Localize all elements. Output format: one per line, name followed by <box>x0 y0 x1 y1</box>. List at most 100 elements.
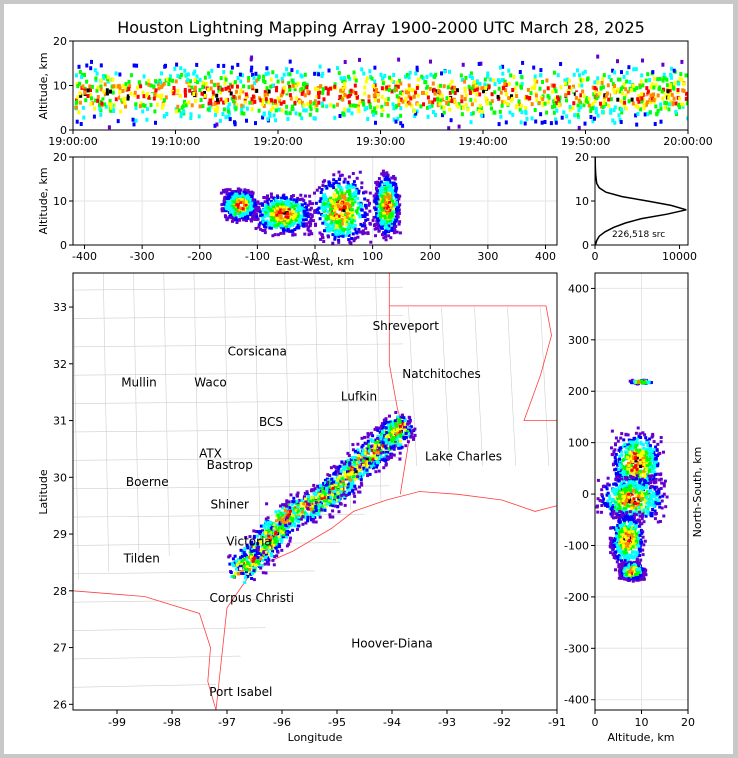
county-line <box>73 372 404 376</box>
lightning-source <box>379 197 383 201</box>
lightning-source <box>267 529 271 533</box>
lightning-source <box>489 101 493 106</box>
county-line <box>73 627 266 631</box>
lightning-source <box>373 79 377 84</box>
lightning-source <box>250 107 254 112</box>
lightning-source <box>340 196 344 200</box>
lightning-source <box>325 186 329 190</box>
lightning-source <box>390 78 394 83</box>
lightning-source <box>533 108 537 112</box>
lightning-source <box>356 235 360 239</box>
lightning-source <box>351 201 355 205</box>
lightning-source <box>266 194 269 198</box>
lightning-source <box>596 113 600 118</box>
lightning-source <box>134 105 138 110</box>
lightning-source <box>317 91 320 96</box>
lightning-source <box>241 211 245 215</box>
x-tick-label: 19:10:00 <box>151 135 200 148</box>
lightning-source <box>441 113 444 118</box>
lightning-source <box>413 114 417 118</box>
lightning-source <box>311 515 315 519</box>
lightning-source <box>603 93 607 98</box>
lightning-source <box>212 82 216 87</box>
lightning-source <box>603 98 607 103</box>
lightning-source <box>287 200 291 204</box>
lightning-source <box>297 524 301 528</box>
lightning-source <box>323 206 327 210</box>
lightning-source <box>562 110 566 115</box>
lightning-source <box>262 524 266 528</box>
lightning-source <box>320 496 324 500</box>
lightning-source <box>359 478 363 482</box>
lightning-source <box>463 97 467 102</box>
lightning-source <box>238 72 242 77</box>
lightning-source <box>180 105 184 110</box>
lightning-source <box>407 89 411 94</box>
lightning-source <box>534 93 538 98</box>
lightning-source <box>288 85 292 89</box>
lightning-source <box>352 192 356 196</box>
lightning-source <box>325 223 329 227</box>
lightning-source <box>668 83 672 88</box>
lightning-source <box>279 218 283 222</box>
lightning-source <box>336 469 340 473</box>
lightning-source <box>337 240 341 244</box>
lightning-source <box>277 526 281 530</box>
lightning-source <box>232 564 235 568</box>
lightning-source <box>328 487 332 491</box>
lightning-source <box>249 542 253 546</box>
lightning-source <box>280 213 284 217</box>
lightning-source <box>389 236 393 240</box>
lightning-source <box>296 517 300 521</box>
lightning-source <box>593 80 597 85</box>
lightning-source <box>622 96 626 101</box>
lightning-source <box>195 62 199 67</box>
lightning-source <box>381 81 385 86</box>
lightning-source <box>244 573 248 576</box>
lightning-source <box>346 108 350 113</box>
lightning-source <box>303 210 307 214</box>
lightning-source <box>257 559 260 563</box>
lightning-source <box>563 78 567 83</box>
lightning-source <box>336 491 340 495</box>
lightning-source <box>327 201 331 205</box>
lightning-source <box>234 216 238 220</box>
lightning-source <box>254 207 258 211</box>
lightning-source <box>343 205 347 209</box>
lightning-source <box>256 200 260 204</box>
lightning-source <box>353 223 357 227</box>
lightning-source <box>446 102 450 106</box>
lightning-source <box>109 105 113 110</box>
lightning-source <box>408 87 412 92</box>
lightning-source <box>351 468 355 472</box>
lightning-source <box>342 76 346 81</box>
lightning-source <box>99 78 103 83</box>
lightning-source <box>163 64 167 69</box>
lightning-source <box>328 213 332 216</box>
lightning-source <box>318 64 322 69</box>
lightning-source <box>250 563 254 567</box>
lightning-source <box>351 232 355 236</box>
lightning-source <box>244 219 248 222</box>
lightning-source <box>220 209 224 213</box>
lightning-source <box>363 215 367 219</box>
lightning-source <box>499 114 503 119</box>
lightning-source <box>288 111 292 116</box>
lightning-source <box>291 507 295 511</box>
lightning-source <box>557 97 561 102</box>
lightning-source <box>275 523 279 527</box>
lightning-source <box>337 238 341 242</box>
lightning-source <box>261 571 265 575</box>
lightning-source <box>328 184 332 188</box>
lightning-source <box>300 510 304 514</box>
lightning-source <box>286 529 290 533</box>
lightning-source <box>388 75 392 80</box>
lightning-source <box>369 240 373 244</box>
lightning-source <box>593 116 596 121</box>
lightning-source <box>242 562 246 566</box>
lightning-source <box>141 103 145 108</box>
panel-b-xlabel: East-West, km <box>276 255 354 268</box>
lightning-source <box>539 112 543 117</box>
lightning-source <box>233 80 237 85</box>
